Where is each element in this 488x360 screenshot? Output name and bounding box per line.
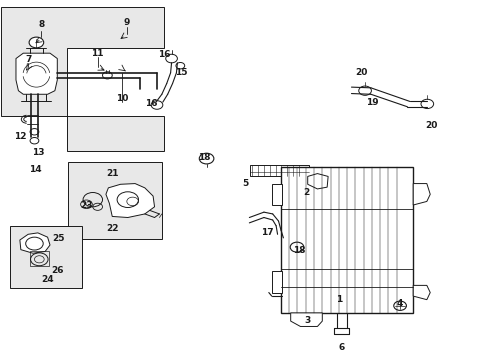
Text: 11: 11 <box>91 49 103 58</box>
Polygon shape <box>412 285 429 300</box>
Circle shape <box>393 301 406 310</box>
Polygon shape <box>307 174 327 189</box>
Circle shape <box>151 101 163 109</box>
Text: 12: 12 <box>14 132 26 141</box>
Text: 21: 21 <box>106 169 118 178</box>
Text: 16: 16 <box>158 50 170 59</box>
Text: 10: 10 <box>116 94 128 103</box>
Bar <box>281 167 412 313</box>
Polygon shape <box>412 184 429 205</box>
Circle shape <box>102 72 112 79</box>
Text: 13: 13 <box>32 148 44 157</box>
Bar <box>250 165 308 176</box>
Text: 24: 24 <box>41 275 54 284</box>
Text: 18: 18 <box>198 153 210 162</box>
Text: 26: 26 <box>51 266 63 275</box>
Text: 20: 20 <box>354 68 366 77</box>
Bar <box>271 271 282 293</box>
Polygon shape <box>106 184 154 217</box>
Text: 17: 17 <box>261 228 274 237</box>
Text: 6: 6 <box>338 343 344 352</box>
Text: 14: 14 <box>29 166 41 175</box>
Text: 8: 8 <box>38 20 44 29</box>
Bar <box>10 226 82 288</box>
Polygon shape <box>290 313 322 327</box>
Text: 20: 20 <box>425 121 437 130</box>
Text: 9: 9 <box>123 18 130 27</box>
Text: 4: 4 <box>396 299 403 308</box>
Circle shape <box>199 153 213 164</box>
Text: 7: 7 <box>25 55 31 64</box>
Circle shape <box>165 54 177 63</box>
Bar <box>68 162 162 239</box>
Polygon shape <box>20 233 50 253</box>
Text: 15: 15 <box>175 68 187 77</box>
Polygon shape <box>1 7 164 152</box>
Text: 19: 19 <box>365 98 377 107</box>
Text: 18: 18 <box>292 246 305 255</box>
Text: 23: 23 <box>80 201 93 210</box>
Text: 5: 5 <box>242 179 248 188</box>
Text: 1: 1 <box>336 295 342 304</box>
Text: 2: 2 <box>303 188 309 197</box>
Bar <box>271 184 282 205</box>
Circle shape <box>289 242 303 252</box>
Text: 25: 25 <box>52 234 65 243</box>
Text: 22: 22 <box>106 224 118 233</box>
Text: 16: 16 <box>144 99 157 108</box>
Circle shape <box>29 37 43 48</box>
Polygon shape <box>16 53 57 94</box>
Text: 3: 3 <box>304 315 310 324</box>
